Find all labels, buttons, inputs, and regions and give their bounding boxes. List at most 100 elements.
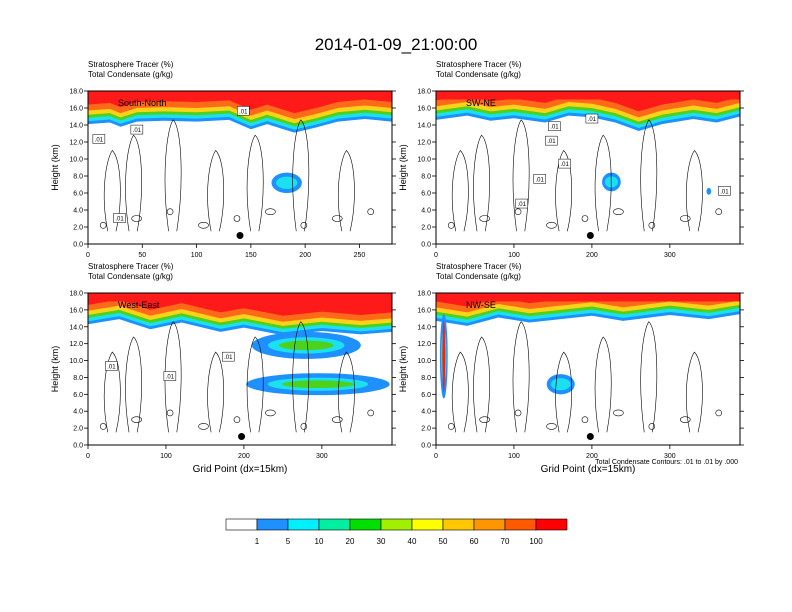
contour-label: .01	[550, 125, 559, 131]
contour-label-box	[545, 135, 558, 146]
condensate-contour	[99, 423, 107, 430]
condensate-contour	[99, 222, 107, 229]
colorbar-swatch	[380, 518, 413, 531]
condensate-contour	[367, 208, 375, 215]
plot-frame	[87, 90, 393, 245]
x-tick-label: 100	[508, 453, 520, 460]
condensate-contour	[447, 222, 455, 229]
y-tick-label: 16.0	[417, 106, 431, 113]
panel-nw-se: Stratosphere Tracer (%)Total Condensate …	[398, 262, 744, 475]
condensate-contour	[546, 423, 557, 430]
contour-label: .01	[239, 109, 248, 115]
panel-title-line: Total Condensate (g/kg)	[436, 70, 521, 79]
tracer-blob	[706, 187, 712, 195]
x-tick-label: 200	[586, 252, 598, 259]
plot-frame	[87, 292, 393, 446]
condensate-contour	[338, 150, 355, 232]
contour-label: .01	[720, 189, 729, 195]
condensate-contour	[555, 351, 572, 433]
condensate-contour	[648, 423, 656, 430]
contour-label-box	[222, 351, 235, 362]
panel-title-line: Stratosphere Tracer (%)	[436, 262, 522, 271]
tracer-blob-core	[278, 340, 334, 351]
condensate-contour	[300, 423, 308, 430]
y-tick-label: 0.0	[421, 242, 431, 249]
panel-title-line: Total Condensate (g/kg)	[88, 70, 173, 79]
y-tick-label: 0.0	[421, 443, 431, 450]
colorbar-label: 50	[439, 537, 448, 546]
y-tick-label: 8.0	[421, 375, 431, 382]
condensate-contour	[473, 336, 490, 433]
y-tick-label: 4.0	[421, 409, 431, 416]
x-tick-label: 0	[434, 252, 438, 259]
location-marker	[586, 232, 594, 239]
colorbar-swatch	[535, 518, 568, 531]
contour-label-box	[237, 106, 250, 116]
y-tick-label: 2.0	[421, 426, 431, 433]
x-tick-label: 150	[245, 252, 257, 259]
condensate-contour	[207, 150, 224, 232]
y-tick-label: 8.0	[73, 174, 83, 181]
condensate-contour	[338, 351, 355, 433]
condensate-contour	[164, 119, 182, 232]
contour-label-box	[718, 186, 731, 196]
panel-sw-ne: Stratosphere Tracer (%)Total Condensate …	[398, 60, 744, 259]
y-tick-label: 4.0	[421, 208, 431, 215]
condensate-contour	[640, 321, 658, 433]
condensate-contour	[292, 321, 310, 433]
filled-contours	[88, 293, 392, 433]
colorbar-swatch	[225, 518, 258, 531]
x-tick-label: 300	[664, 453, 676, 460]
contour-label-box	[163, 371, 177, 381]
colorbar: 1 5 10 20 30 40 50 60 70 100	[225, 518, 568, 546]
condensate-contour	[125, 336, 142, 433]
contour-label-box	[130, 124, 144, 135]
y-tick-label: 14.0	[417, 123, 431, 130]
panel-title-line: Total Condensate (g/kg)	[436, 272, 521, 281]
y-tick-label: 10.0	[69, 358, 83, 365]
x-axis-label: Grid Point (dx=15km)	[541, 464, 636, 475]
panel-label: SW-NE	[466, 98, 496, 108]
condensate-contour	[594, 336, 612, 433]
y-tick-label: 12.0	[417, 140, 431, 147]
colorbar-label: 1	[255, 537, 260, 546]
condensate-contour	[103, 150, 121, 232]
x-tick-label: 100	[508, 252, 520, 259]
y-tick-label: 6.0	[421, 191, 431, 198]
plot-frame	[435, 90, 741, 245]
contour-label-box	[533, 174, 546, 184]
contour-label-box	[548, 121, 561, 131]
y-axis-label: Height (km)	[398, 144, 408, 191]
y-axis-label: Height (km)	[50, 144, 60, 191]
condensate-contour	[451, 150, 469, 232]
contour-label: .01	[224, 355, 233, 361]
condensate-contour	[546, 222, 557, 229]
contour-footnote: Total Condensate Contours: .01 to .01 by…	[595, 459, 738, 466]
condensate-contour	[331, 215, 343, 222]
x-tick-label: 300	[664, 252, 676, 259]
y-tick-label: 12.0	[69, 140, 83, 147]
contour-label: .01	[133, 128, 142, 134]
panel-title-line: Stratosphere Tracer (%)	[436, 60, 522, 69]
colorbar-swatch	[256, 518, 289, 531]
colorbar-label: 20	[346, 537, 355, 546]
condensate-contour	[164, 321, 182, 433]
contour-label: .01	[588, 117, 597, 123]
y-axis-label: Height (km)	[50, 346, 60, 393]
y-tick-label: 12.0	[69, 341, 83, 348]
contour-label: .01	[547, 139, 556, 145]
contour-label: .01	[107, 364, 116, 370]
y-tick-label: 16.0	[417, 307, 431, 314]
y-tick-label: 0.0	[73, 443, 83, 450]
tracer-blob-core	[282, 380, 354, 389]
condensate-contour	[686, 351, 703, 433]
colorbar-swatch	[349, 518, 382, 531]
condensate-contour	[300, 222, 308, 229]
panel-label: South-North	[118, 98, 167, 108]
colorbar-label: 10	[315, 537, 324, 546]
colorbar-swatch	[442, 518, 475, 531]
colorbar-label: 30	[377, 537, 386, 546]
contour-label: .01	[535, 177, 544, 183]
y-tick-label: 6.0	[73, 191, 83, 198]
colorbar-swatch	[411, 518, 444, 531]
